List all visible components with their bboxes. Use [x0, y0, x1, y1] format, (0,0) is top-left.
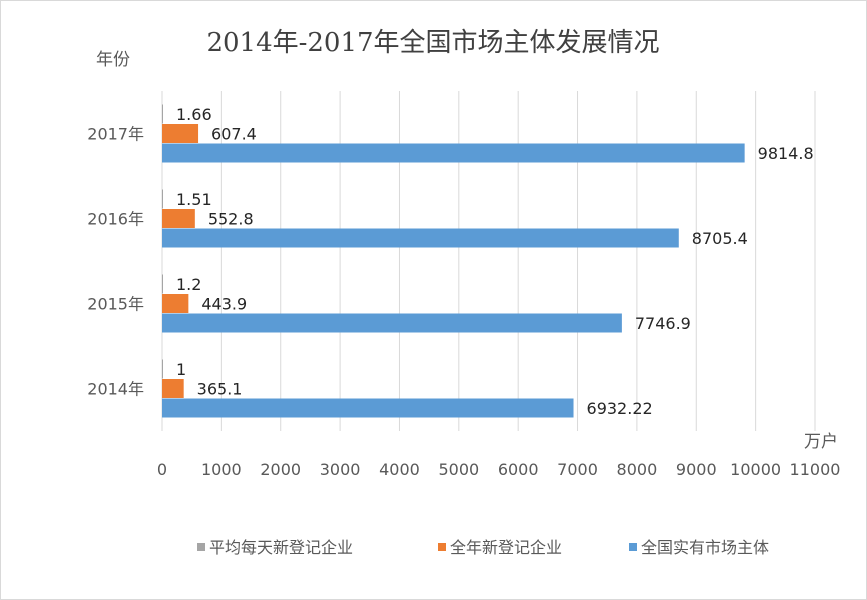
bar-2016-series-0 — [162, 189, 163, 209]
legend-swatch-0 — [197, 543, 205, 551]
data-label-2016-series-0: 1.51 — [176, 190, 212, 209]
x-tick-label-2000: 2000 — [260, 460, 301, 479]
legend-swatch-2 — [629, 543, 637, 551]
data-label-2017-series-2: 9814.8 — [758, 144, 814, 163]
y-axis-title: 年份 — [96, 50, 130, 70]
data-label-2014-series-2: 6932.22 — [587, 399, 653, 418]
bar-2017-series-1 — [162, 124, 199, 143]
data-label-2017-series-1: 607.4 — [211, 125, 257, 144]
data-label-2014-series-0: 1 — [176, 360, 186, 379]
x-tick-label-6000: 6000 — [498, 460, 539, 479]
x-tick-label-4000: 4000 — [379, 460, 420, 479]
legend-swatch-1 — [438, 543, 446, 551]
x-tick-label-10000: 10000 — [730, 460, 781, 479]
bar-2015-series-1 — [162, 294, 189, 313]
bar-2017-series-0 — [162, 104, 163, 124]
bars — [162, 104, 745, 418]
y-tick-label-2015: 2015年 — [87, 295, 144, 314]
bar-2017-series-2 — [162, 143, 745, 163]
x-tick-label-0: 0 — [157, 460, 167, 479]
gridlines — [161, 91, 816, 431]
data-label-2015-series-2: 7746.9 — [635, 314, 691, 333]
data-label-2016-series-1: 552.8 — [208, 210, 254, 229]
legend-label-1: 全年新登记企业 — [450, 538, 562, 557]
x-tick-label-5000: 5000 — [438, 460, 479, 479]
legend-label-2: 全国实有市场主体 — [641, 538, 769, 557]
x-tick-label-8000: 8000 — [617, 460, 658, 479]
x-tick-label-9000: 9000 — [676, 460, 717, 479]
bar-2014-series-0 — [162, 359, 163, 379]
bar-2014-series-2 — [162, 398, 574, 418]
x-tick-label-11000: 11000 — [790, 460, 841, 479]
bar-2014-series-1 — [162, 379, 184, 398]
x-tick-label-3000: 3000 — [320, 460, 361, 479]
x-tick-label-1000: 1000 — [201, 460, 242, 479]
data-label-2016-series-2: 8705.4 — [692, 229, 748, 248]
bar-2016-series-1 — [162, 209, 195, 228]
y-tick-label-2017: 2017年 — [87, 125, 144, 144]
y-tick-label-2014: 2014年 — [87, 380, 144, 399]
legend-label-0: 平均每天新登记企业 — [209, 538, 353, 557]
x-axis-title: 万户 — [804, 432, 838, 452]
data-label-2015-series-1: 443.9 — [201, 295, 247, 314]
axis-ticks: 0 1000 2000 3000 4000 5000 6000 7000 8000 9000 100… — [87, 125, 840, 480]
bar-2016-series-2 — [162, 228, 679, 248]
data-label-2014-series-1: 365.1 — [197, 380, 243, 399]
legend: 平均每天新登记企业 全年新登记企业 全国实有市场主体 — [197, 538, 769, 557]
data-label-2015-series-0: 1.2 — [176, 275, 201, 294]
bar-2015-series-2 — [162, 313, 622, 333]
x-tick-label-7000: 7000 — [557, 460, 598, 479]
y-tick-label-2016: 2016年 — [87, 210, 144, 229]
bar-2015-series-0 — [162, 274, 163, 294]
data-label-2017-series-0: 1.66 — [176, 105, 212, 124]
chart-title: 2014年-2017年全国市场主体发展情况 — [206, 28, 659, 58]
